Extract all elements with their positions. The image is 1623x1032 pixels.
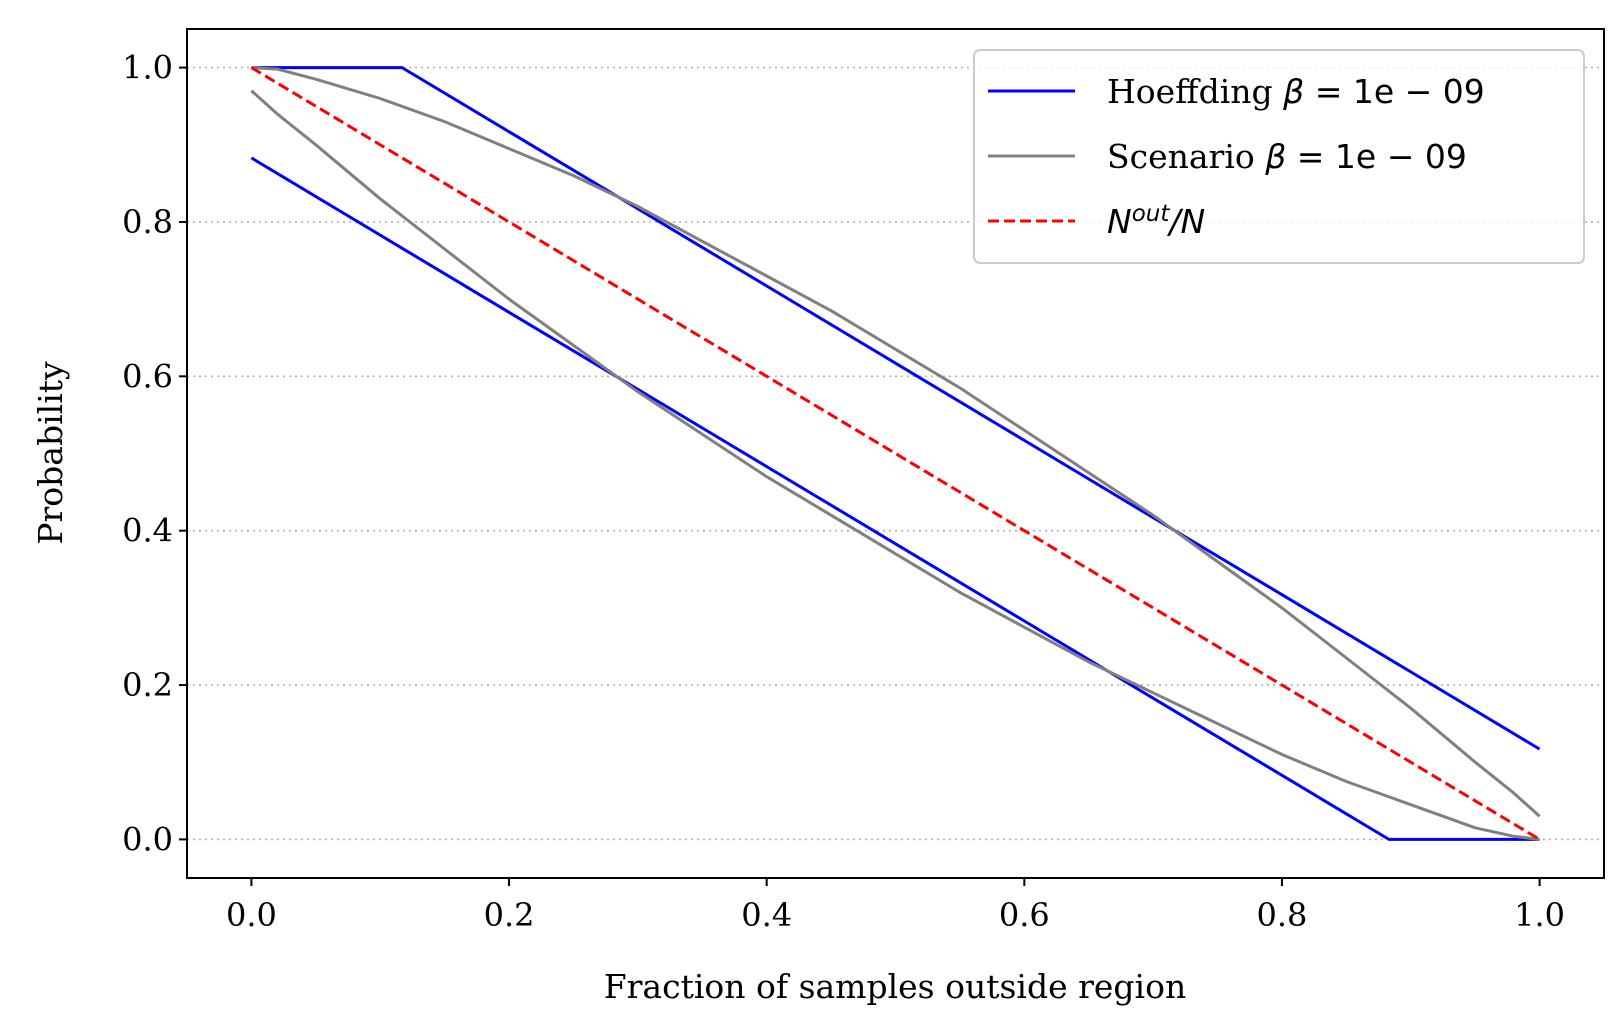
series-line-1 bbox=[251, 66, 1541, 751]
x-tick-label: 0.2 bbox=[484, 896, 535, 934]
series-line-5 bbox=[250, 66, 1541, 841]
legend-label-ratio: Nout/N bbox=[1107, 201, 1205, 241]
series-line-3 bbox=[251, 66, 1541, 818]
legend-box bbox=[973, 49, 1585, 264]
x-tick-label: 0.8 bbox=[1257, 896, 1308, 934]
x-axis-label: Fraction of samples outside region bbox=[604, 967, 1186, 1006]
x-tick-label: 1.0 bbox=[1514, 896, 1565, 934]
ticks: 0.0 0.2 0.4 0.6 0.8 1.0 0.0 0.2 0.4 0.6 0.8 1.0 bbox=[122, 49, 1565, 934]
y-tick-label: 1.0 bbox=[122, 49, 173, 87]
series-layer bbox=[250, 66, 1541, 841]
y-tick-label: 0.0 bbox=[122, 820, 173, 858]
y-axis-label: Probability bbox=[31, 361, 70, 545]
x-tick-label: 0.4 bbox=[741, 896, 792, 934]
y-tick-label: 0.6 bbox=[122, 357, 173, 395]
plot-frame bbox=[186, 28, 1605, 879]
y-tick-label: 0.4 bbox=[122, 512, 173, 550]
y-tick-label: 0.2 bbox=[122, 666, 173, 704]
series-line-2 bbox=[250, 156, 1540, 841]
legend: Hoeffding β = 1e − 09 Scenario β = 1e − … bbox=[973, 49, 1585, 264]
legend-label-hoeffding: Hoeffding β = 1e − 09 bbox=[1107, 72, 1485, 111]
legend-label-scenario: Scenario β = 1e − 09 bbox=[1107, 137, 1467, 176]
x-tick-label: 0.6 bbox=[999, 896, 1050, 934]
grid bbox=[187, 66, 1604, 841]
y-tick-label: 0.8 bbox=[122, 203, 173, 241]
x-tick-label: 0.0 bbox=[226, 896, 277, 934]
series-line-4 bbox=[250, 89, 1540, 841]
